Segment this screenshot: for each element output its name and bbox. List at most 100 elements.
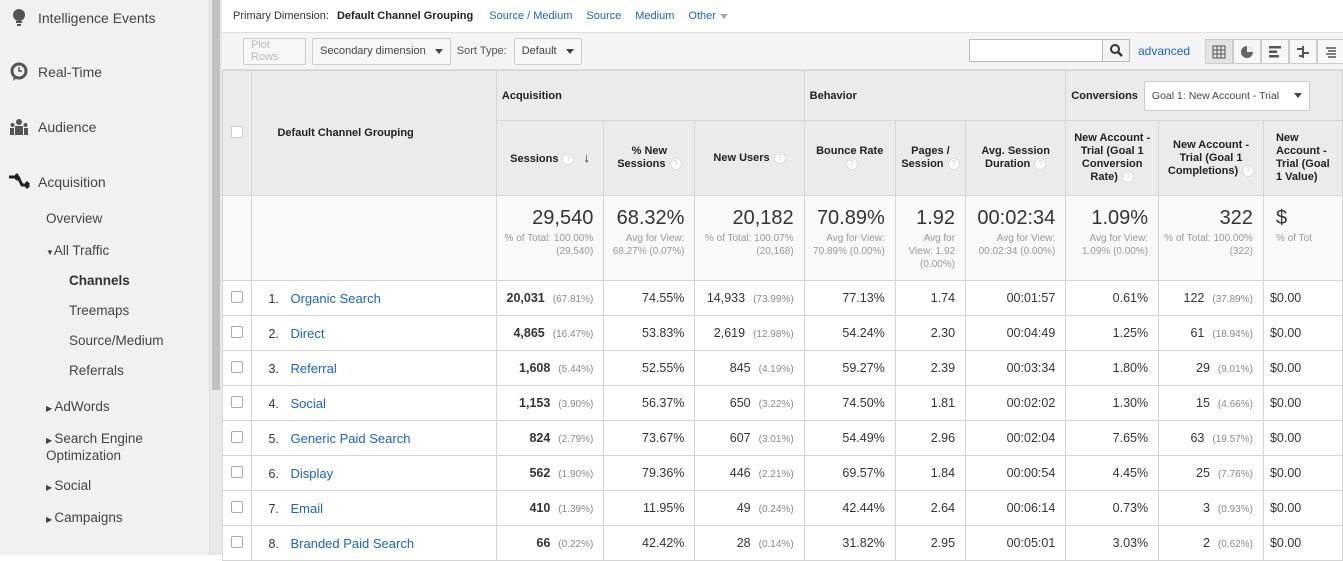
primary-dimension-selected[interactable]: Default Channel Grouping [336, 10, 474, 22]
nav-campaigns[interactable]: ▶ Campaigns [46, 510, 123, 525]
help-icon[interactable]: ? [845, 158, 858, 171]
channel-link[interactable]: Display [290, 465, 334, 481]
channel-link[interactable]: Organic Search [290, 290, 381, 306]
totals-row: 29,540% of Total: 100.00% (29,540) 68.32%… [221, 195, 1343, 281]
channel-link[interactable]: Referral [290, 360, 337, 376]
table-row: 5. Generic Paid Search 824 (2.79%) 73.67% 607… [221, 420, 1343, 456]
nav-referrals[interactable]: Referrals [69, 363, 124, 378]
dimension-source[interactable]: Source [586, 10, 622, 22]
secondary-dimension-dropdown[interactable]: Secondary dimension [312, 37, 451, 65]
report-area: Primary Dimension: Default Channel Group… [221, 0, 1343, 561]
performance-view-icon[interactable] [1261, 39, 1289, 64]
total-goal1-value: $% of Tot [1262, 195, 1343, 281]
nav-treemaps[interactable]: Treemaps [69, 303, 130, 318]
column-header-pages-per-session[interactable]: Pages / Session? [894, 120, 967, 196]
pie-view-icon[interactable] [1233, 39, 1261, 64]
group-acquisition: Acquisition [495, 70, 805, 121]
nav-channels[interactable]: Channels [69, 273, 130, 288]
table-row: 3. Referral 1,608 (5.44%) 52.55% 845 (4.19%) 59… [221, 350, 1343, 386]
column-header-avg-session-duration[interactable]: Avg. Session Duration? [965, 120, 1067, 196]
caret-down-icon [1293, 93, 1302, 98]
acquisition-arrows-icon [0, 171, 38, 193]
dimension-other[interactable]: Other [688, 10, 728, 22]
nav-audience[interactable]: Audience [0, 117, 96, 137]
table-row: 7. Email 410 (1.39%) 11.95% 49 (0.24%) 42.44% 2.… [221, 490, 1343, 526]
comparison-view-icon[interactable] [1289, 39, 1317, 64]
dimension-header[interactable]: Default Channel Grouping [251, 70, 497, 196]
total-bounce-rate: 70.89% Avg for View: 70.89% (0.00%) [803, 195, 896, 281]
channel-link[interactable]: Branded Paid Search [290, 535, 415, 551]
total-avg-session-duration: 00:02:34 Avg for View: 00:02:34 (0.00%) [965, 195, 1067, 281]
scrollbar-thumb[interactable] [212, 0, 220, 390]
row-checkbox[interactable] [231, 465, 244, 478]
column-header-goal1-value[interactable]: New Account - Trial (Goal 1 Value) [1262, 120, 1343, 196]
row-checkbox[interactable] [231, 395, 244, 408]
channel-link[interactable]: Direct [290, 325, 325, 341]
help-icon[interactable]: ? [1034, 158, 1047, 171]
nav-acquisition[interactable]: Acquisition [0, 172, 106, 192]
help-icon[interactable]: ? [669, 158, 682, 171]
pivot-view-icon[interactable] [1317, 39, 1343, 64]
nav-intelligence-events[interactable]: Intelligence Events [0, 8, 156, 28]
table-view-icon[interactable] [1205, 39, 1233, 64]
caret-down-icon: ▼ [46, 248, 54, 257]
caret-down-icon [719, 14, 728, 19]
dimension-medium[interactable]: Medium [635, 10, 675, 22]
help-icon[interactable]: ? [1242, 164, 1255, 177]
dimension-source-medium[interactable]: Source / Medium [489, 10, 573, 22]
row-checkbox[interactable] [231, 325, 244, 338]
caret-down-icon [565, 48, 574, 54]
primary-dimension-bar: Primary Dimension: Default Channel Group… [222, 0, 1343, 33]
caret-right-icon: ▶ [46, 515, 55, 524]
nav-overview[interactable]: Overview [46, 211, 103, 226]
table-row: 2. Direct 4,865 (16.47%) 53.83% 2,619 (12.98%)… [221, 315, 1343, 351]
row-checkbox[interactable] [231, 535, 244, 548]
table-row: 4. Social 1,153 (3.90%) 56.37% 650 (3.22%) 74.5… [221, 385, 1343, 421]
nav-all-traffic[interactable]: ▼All Traffic [46, 243, 110, 258]
help-icon[interactable]: ? [947, 158, 960, 171]
table-row: 8. Branded Paid Search 66 (0.22%) 42.42% 28 (0… [221, 525, 1343, 561]
table-row: 6. Display 562 (1.90%) 79.36% 446 (2.21%) 69.57… [221, 455, 1343, 491]
search-button[interactable] [1102, 39, 1130, 62]
channel-link[interactable]: Generic Paid Search [290, 430, 411, 446]
sort-type-dropdown[interactable]: Default [513, 37, 582, 65]
nav-real-time[interactable]: Real-Time [0, 62, 102, 82]
lightbulb-icon [0, 8, 38, 28]
row-checkbox[interactable] [231, 290, 244, 303]
table-search-input[interactable] [969, 39, 1102, 62]
column-header-goal1-completions[interactable]: New Account - Trial (Goal 1 Completions)… [1158, 120, 1264, 196]
help-icon[interactable]: ? [773, 151, 786, 164]
total-sessions: 29,540% of Total: 100.00% (29,540) [495, 195, 605, 281]
total-goal1-completions: 322% of Total: 100.00% (322) [1158, 195, 1264, 281]
help-icon[interactable]: ? [562, 152, 575, 165]
sidebar-scrollbar[interactable] [210, 0, 222, 555]
help-icon[interactable]: ? [1121, 171, 1134, 184]
channel-link[interactable]: Email [290, 500, 323, 516]
group-conversions: Conversions Goal 1: New Account - Trial [1065, 70, 1343, 121]
nav-social[interactable]: ▶ Social [46, 478, 92, 493]
nav-seo[interactable]: ▶ Search Engine Optimization [46, 431, 143, 463]
row-checkbox[interactable] [231, 430, 244, 443]
total-pct-new-sessions: 68.32% Avg for View: 68.27% (0.07%) [603, 195, 696, 281]
row-checkbox[interactable] [231, 360, 244, 373]
advanced-link[interactable]: advanced [1138, 43, 1191, 58]
plot-rows-button[interactable]: Plot Rows [243, 37, 306, 65]
column-header-bounce-rate[interactable]: Bounce Rate? [803, 120, 896, 196]
row-checkbox[interactable] [231, 500, 244, 513]
column-header-sessions[interactable]: Sessions? ↓ [495, 120, 605, 196]
column-header-goal1-conversion-rate[interactable]: New Account - Trial (Goal 1 Conversion R… [1065, 120, 1160, 196]
clock-bubble-icon [0, 62, 38, 82]
nav-adwords[interactable]: ▶ AdWords [46, 399, 110, 414]
goal-select-dropdown[interactable]: Goal 1: New Account - Trial [1143, 80, 1310, 111]
column-header-pct-new-sessions[interactable]: % New Sessions? [603, 120, 696, 196]
nav-source-medium[interactable]: Source/Medium [69, 333, 164, 348]
select-all-checkbox[interactable] [231, 125, 244, 138]
sidebar: Intelligence Events Real-Time Audience A… [0, 0, 210, 555]
column-header-new-users[interactable]: New Users? [694, 120, 805, 196]
group-behavior: Behavior [803, 70, 1067, 121]
report-table: Default Channel Grouping Acquisition Beh… [221, 70, 1343, 561]
caret-down-icon [434, 48, 443, 54]
caret-right-icon: ▶ [46, 436, 55, 445]
caret-right-icon: ▶ [46, 483, 55, 492]
channel-link[interactable]: Social [290, 395, 326, 411]
